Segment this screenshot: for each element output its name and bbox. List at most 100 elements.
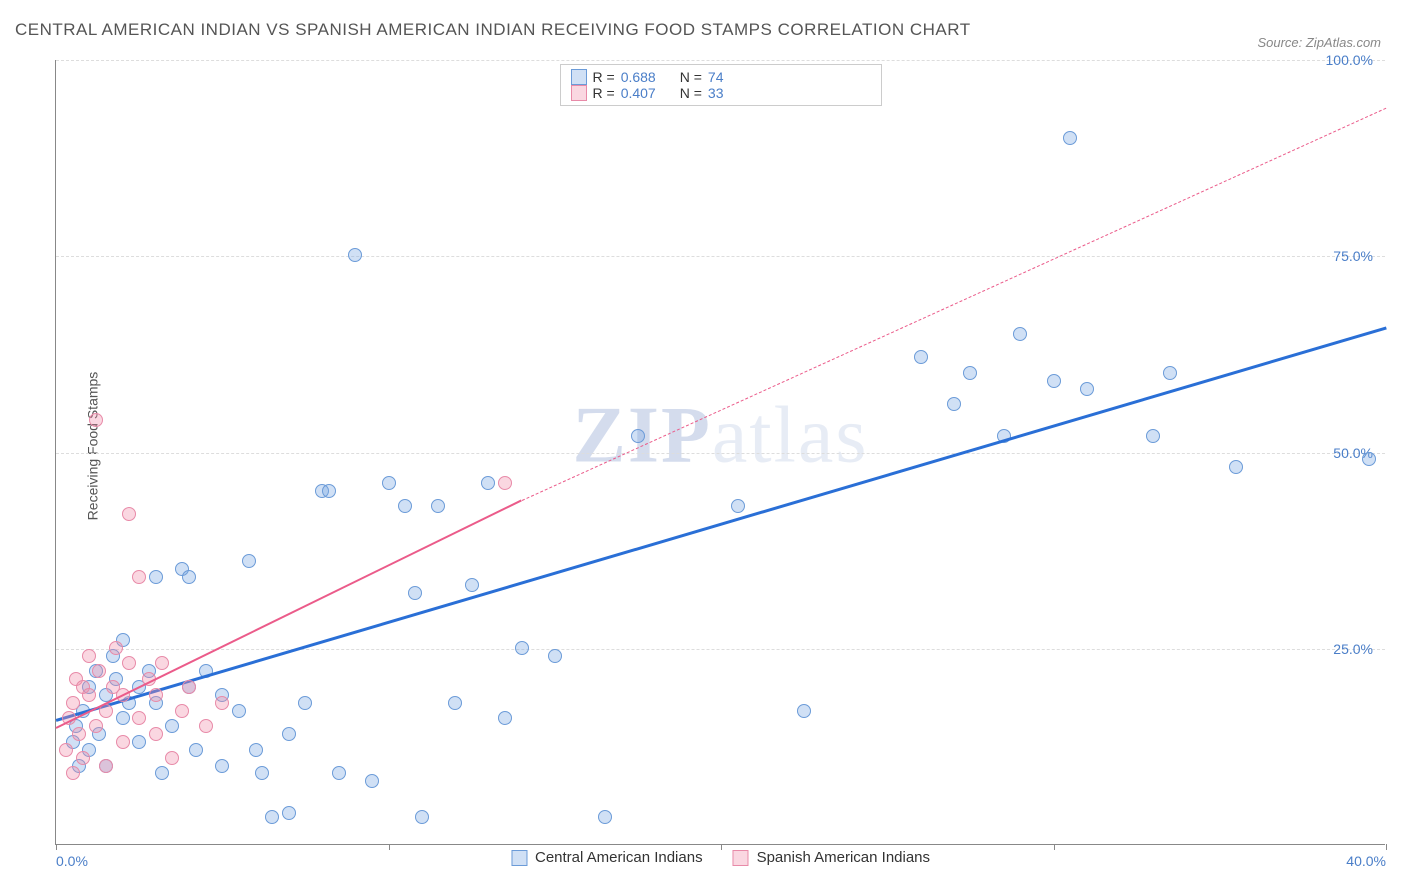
scatter-point-central: [189, 743, 203, 757]
scatter-point-central: [481, 476, 495, 490]
scatter-point-spanish: [116, 735, 130, 749]
scatter-point-central: [242, 554, 256, 568]
y-tick-label: 75.0%: [1333, 248, 1373, 264]
plot-area: ZIPatlas R =0.688N =74R =0.407N =33 Cent…: [55, 60, 1385, 845]
scatter-point-central: [249, 743, 263, 757]
scatter-point-spanish: [215, 696, 229, 710]
legend-swatch: [571, 85, 587, 101]
scatter-point-spanish: [122, 656, 136, 670]
scatter-point-spanish: [99, 759, 113, 773]
legend-n-label: N =: [680, 85, 702, 101]
legend-swatch: [733, 850, 749, 866]
gridline: [56, 60, 1385, 61]
scatter-point-central: [431, 499, 445, 513]
scatter-point-spanish: [72, 727, 86, 741]
scatter-point-central: [415, 810, 429, 824]
source-label: Source: ZipAtlas.com: [1257, 35, 1381, 50]
scatter-point-central: [1063, 131, 1077, 145]
scatter-point-central: [498, 711, 512, 725]
scatter-point-central: [914, 350, 928, 364]
scatter-point-central: [322, 484, 336, 498]
scatter-point-central: [149, 570, 163, 584]
gridline: [56, 453, 1385, 454]
scatter-point-central: [132, 735, 146, 749]
x-tick: [56, 844, 57, 850]
legend-swatch: [571, 69, 587, 85]
scatter-point-central: [963, 366, 977, 380]
scatter-point-spanish: [132, 711, 146, 725]
scatter-point-central: [165, 719, 179, 733]
scatter-point-central: [298, 696, 312, 710]
scatter-point-central: [382, 476, 396, 490]
scatter-point-central: [1080, 382, 1094, 396]
legend-r-label: R =: [593, 69, 615, 85]
gridline: [56, 256, 1385, 257]
correlation-legend: R =0.688N =74R =0.407N =33: [560, 64, 882, 106]
scatter-point-central: [1047, 374, 1061, 388]
legend-item-spanish: Spanish American Indians: [733, 849, 930, 866]
scatter-point-central: [1146, 429, 1160, 443]
scatter-point-central: [348, 248, 362, 262]
x-tick: [1054, 844, 1055, 850]
scatter-point-central: [182, 570, 196, 584]
trend-line: [56, 500, 522, 729]
legend-r-value: 0.688: [621, 69, 656, 85]
legend-n-value: 74: [708, 69, 724, 85]
scatter-point-central: [548, 649, 562, 663]
scatter-point-spanish: [89, 719, 103, 733]
trend-line: [521, 107, 1386, 500]
scatter-point-spanish: [165, 751, 179, 765]
legend-r-label: R =: [593, 85, 615, 101]
scatter-point-central: [215, 759, 229, 773]
legend-item-central: Central American Indians: [511, 849, 703, 866]
scatter-point-central: [332, 766, 346, 780]
scatter-point-spanish: [82, 688, 96, 702]
gridline: [56, 649, 1385, 650]
scatter-point-spanish: [82, 649, 96, 663]
scatter-point-spanish: [149, 688, 163, 702]
watermark: ZIPatlas: [573, 391, 869, 482]
scatter-point-spanish: [66, 696, 80, 710]
scatter-point-spanish: [182, 680, 196, 694]
scatter-point-central: [448, 696, 462, 710]
scatter-point-spanish: [109, 641, 123, 655]
scatter-point-central: [631, 429, 645, 443]
legend-row-central: R = 0.688 N = 74: [571, 69, 871, 85]
scatter-point-spanish: [122, 507, 136, 521]
scatter-point-central: [731, 499, 745, 513]
legend-series-label: Central American Indians: [535, 849, 703, 866]
scatter-point-spanish: [199, 719, 213, 733]
scatter-point-spanish: [66, 766, 80, 780]
scatter-point-spanish: [149, 727, 163, 741]
series-legend: Central American Indians Spanish American…: [511, 849, 930, 866]
scatter-point-spanish: [175, 704, 189, 718]
chart-title: CENTRAL AMERICAN INDIAN VS SPANISH AMERI…: [15, 20, 971, 40]
scatter-point-central: [365, 774, 379, 788]
legend-row-spanish: R =0.407N =33: [571, 85, 871, 101]
scatter-point-spanish: [498, 476, 512, 490]
scatter-point-central: [598, 810, 612, 824]
legend-n-value: 33: [708, 85, 724, 101]
chart-container: CENTRAL AMERICAN INDIAN VS SPANISH AMERI…: [0, 0, 1406, 892]
x-tick-label: 40.0%: [1346, 853, 1386, 869]
y-tick-label: 25.0%: [1333, 641, 1373, 657]
legend-n-label: N =: [680, 69, 702, 85]
scatter-point-central: [282, 727, 296, 741]
scatter-point-central: [398, 499, 412, 513]
scatter-point-central: [255, 766, 269, 780]
legend-swatch: [511, 850, 527, 866]
scatter-point-spanish: [59, 743, 73, 757]
scatter-point-central: [282, 806, 296, 820]
scatter-point-central: [408, 586, 422, 600]
scatter-point-central: [947, 397, 961, 411]
scatter-point-central: [465, 578, 479, 592]
scatter-point-central: [232, 704, 246, 718]
scatter-point-spanish: [89, 413, 103, 427]
scatter-point-central: [1229, 460, 1243, 474]
x-tick: [721, 844, 722, 850]
x-tick: [1386, 844, 1387, 850]
scatter-point-central: [797, 704, 811, 718]
scatter-point-central: [1013, 327, 1027, 341]
x-tick-label: 0.0%: [56, 853, 88, 869]
scatter-point-central: [116, 711, 130, 725]
